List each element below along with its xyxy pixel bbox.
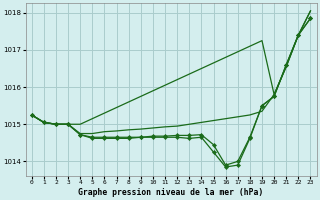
X-axis label: Graphe pression niveau de la mer (hPa): Graphe pression niveau de la mer (hPa) (78, 188, 264, 197)
